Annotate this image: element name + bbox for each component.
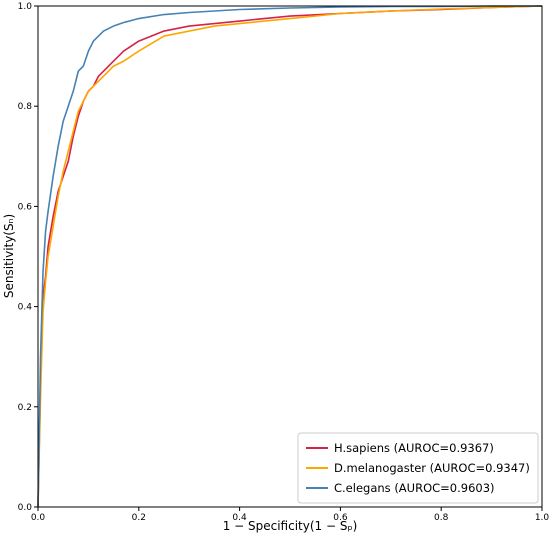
legend: H.sapiens (AUROC=0.9367) D.melanogaster (… xyxy=(297,432,539,504)
legend-box xyxy=(297,432,539,504)
curves-layer xyxy=(37,5,543,508)
x-axis-label: 1 − Specificity(1 − Sₚ) xyxy=(223,519,358,533)
x-tick-label: 0.0 xyxy=(31,513,46,523)
x-tick-label: 0.8 xyxy=(434,513,449,523)
x-tick-label: 0.4 xyxy=(232,513,247,523)
series-line-0 xyxy=(37,5,543,508)
series-line-2 xyxy=(37,5,542,508)
y-tick-label: 0.6 xyxy=(18,202,33,212)
plot-frame xyxy=(37,5,543,508)
y-axis-label: Sensitivity(Sₙ) xyxy=(2,214,16,298)
x-tick-label: 1.0 xyxy=(535,513,550,523)
series-line-1 xyxy=(37,5,543,508)
y-axis: 0.0 0.2 0.4 0.6 0.8 1.0 xyxy=(18,2,38,513)
legend-label-2: C.elegans (AUROC=0.9603) xyxy=(334,481,495,495)
y-tick-label: 1.0 xyxy=(18,2,33,12)
y-tick-label: 0.8 xyxy=(18,102,33,112)
legend-label-0: H.sapiens (AUROC=0.9367) xyxy=(334,441,494,455)
x-tick-label: 0.6 xyxy=(333,513,348,523)
y-tick-label: 0.4 xyxy=(18,303,33,313)
x-axis: 0.0 0.2 0.4 0.6 0.8 1.0 xyxy=(31,507,550,523)
legend-label-1: D.melanogaster (AUROC=0.9347) xyxy=(334,461,530,475)
y-tick-label: 0.0 xyxy=(18,503,33,513)
x-tick-label: 0.2 xyxy=(132,513,146,523)
y-tick-label: 0.2 xyxy=(18,403,32,413)
